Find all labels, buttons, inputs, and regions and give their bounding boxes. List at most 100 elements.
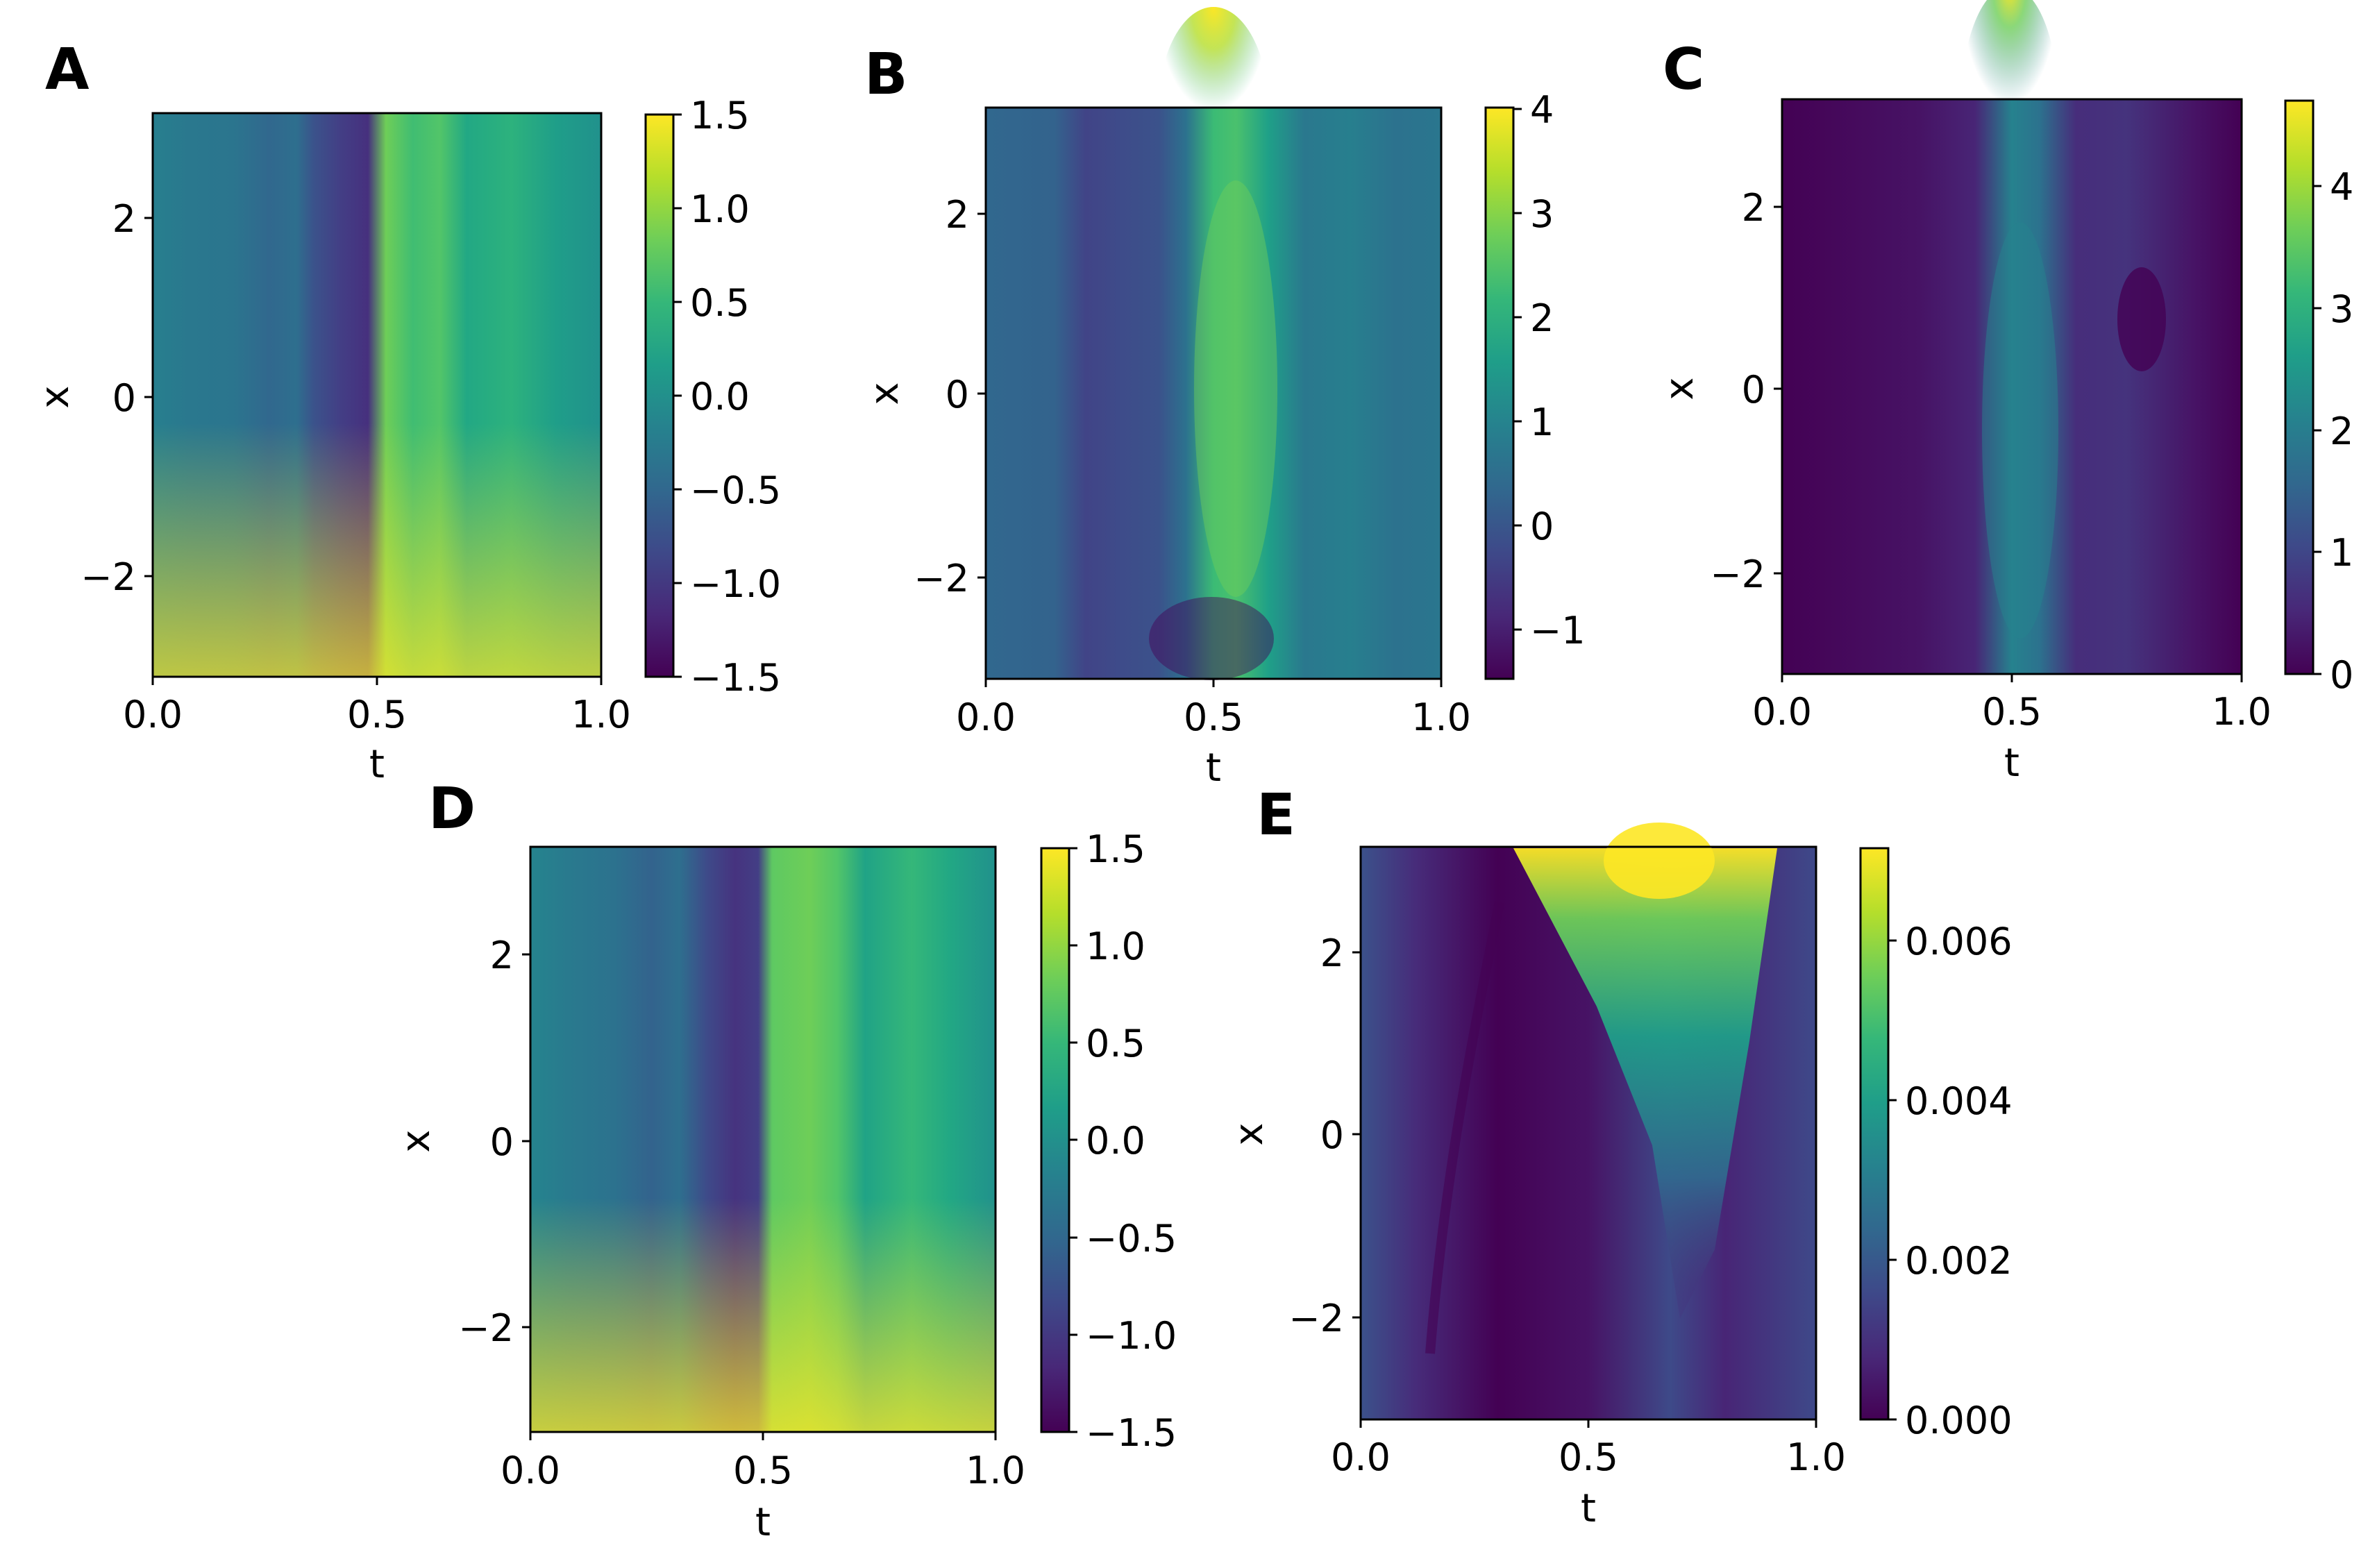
colorbar-frame-b (1484, 106, 1515, 680)
panel-d: D 2 0 −2 0.0 0.5 1.0 t x 1.5 1.0 0.5 (394, 776, 1177, 1545)
cbar-label-c-3: 3 (2330, 287, 2353, 331)
y-tick-label-a-m2: −2 (81, 555, 136, 599)
y-tick-label-d-2: 2 (490, 934, 514, 977)
y-tick-label-c-2: 2 (1742, 186, 1765, 230)
cbar-label-e-1: 0.002 (1905, 1239, 2013, 1283)
cbar-label-d-4: 0.5 (1086, 1022, 1145, 1065)
x-tick-label-d-0: 0.0 (501, 1449, 560, 1492)
cbar-label-a-2: −0.5 (690, 469, 781, 512)
x-tick-label-d-1: 1.0 (966, 1449, 1025, 1492)
colorbar-ticks-d: 1.5 1.0 0.5 0.0 −0.5 −1.0 −1.5 (1069, 827, 1177, 1455)
heatmap-e-peak (1604, 823, 1715, 899)
cbar-label-a-0: −1.5 (690, 656, 781, 700)
y-tick-label-d-m2: −2 (458, 1306, 514, 1350)
colorbar-ticks-b: 4 3 2 1 0 −1 (1513, 88, 1586, 652)
x-tick-label-b-0: 0.0 (956, 696, 1016, 739)
heatmap-a-overlay (153, 113, 601, 677)
x-tick-label-e-05: 0.5 (1559, 1435, 1618, 1479)
cbar-label-e-0: 0.000 (1905, 1399, 2013, 1442)
cbar-label-d-1: −1.0 (1086, 1314, 1177, 1358)
colorbar-frame-e (1859, 847, 1890, 1421)
colorbar-e (1861, 848, 1888, 1419)
cbar-label-d-5: 1.0 (1086, 925, 1145, 968)
y-axis-label-c: x (1657, 377, 1702, 400)
heatmap-e-contour (1425, 901, 1504, 1354)
x-tick-label-b-05: 0.5 (1184, 696, 1243, 739)
cbar-label-c-0: 0 (2330, 653, 2353, 697)
cbar-label-b-2: 1 (1530, 401, 1554, 444)
cbar-label-a-4: 0.5 (690, 281, 750, 325)
y-tick-label-c-0: 0 (1742, 368, 1765, 412)
x-tick-label-e-1: 1.0 (1786, 1435, 1846, 1479)
y-tick-label-e-m2: −2 (1288, 1297, 1344, 1340)
x-tick-label-b-1: 1.0 (1411, 696, 1471, 739)
x-tick-label-c-1: 1.0 (2212, 690, 2271, 734)
y-tick-label-b-0: 0 (946, 373, 969, 416)
cbar-label-b-0: −1 (1530, 609, 1586, 652)
y-tick-label-b-m2: −2 (914, 557, 969, 600)
heatmap-c-ridge (1982, 222, 2058, 639)
y-tick-label-a-2: 2 (112, 197, 136, 241)
panel-e: E 2 0 −2 0.0 0.5 1.0 t x 0.006 0.004 0.0… (1227, 782, 2013, 1531)
colorbar-b (1486, 108, 1513, 679)
panel-a: A 2 0 −2 0.0 0.5 1.0 t x 1.5 1.0 (33, 37, 781, 787)
cbar-label-c-1: 1 (2330, 531, 2353, 575)
panel-letter-d: D (428, 776, 476, 842)
colorbar-ticks-a: 1.5 1.0 0.5 0.0 −0.5 −1.0 −1.5 (673, 94, 781, 700)
colorbar-d (1041, 848, 1069, 1432)
x-tick-label-a-05: 0.5 (347, 693, 407, 736)
cbar-label-b-5: 4 (1530, 88, 1554, 132)
heatmap-b-trough (1149, 597, 1274, 680)
colorbar-frame-c (2284, 99, 2315, 675)
y-axis-label-e: x (1227, 1122, 1272, 1145)
heatmap-d-overlay (530, 847, 996, 1432)
cbar-label-d-3: 0.0 (1086, 1119, 1145, 1163)
x-axis-label-a: t (369, 742, 385, 787)
panel-letter-c: C (1663, 37, 1704, 103)
cbar-label-e-2: 0.004 (1905, 1079, 2013, 1123)
cbar-label-b-4: 3 (1530, 192, 1554, 236)
panel-b: B 2 0 −2 0.0 0.5 1.0 t x 4 3 2 1 (862, 7, 1586, 791)
y-axis-label-d: x (394, 1129, 439, 1152)
panel-letter-a: A (45, 37, 90, 103)
x-tick-label-c-0: 0.0 (1752, 690, 1812, 734)
cbar-label-d-0: −1.5 (1086, 1411, 1177, 1455)
cbar-label-d-2: −0.5 (1086, 1217, 1177, 1261)
heatmap-c-peak (1961, 0, 2058, 222)
x-tick-label-d-05: 0.5 (733, 1449, 793, 1492)
cbar-label-b-1: 0 (1530, 505, 1554, 548)
colorbar-c (2285, 101, 2313, 674)
colorbar-ticks-c: 4 3 2 1 0 (2313, 165, 2353, 697)
x-tick-label-a-0: 0.0 (123, 693, 183, 736)
cbar-label-a-5: 1.0 (690, 187, 750, 231)
cbar-label-a-3: 0.0 (690, 375, 750, 419)
heatmap-c-hole (2117, 267, 2166, 371)
y-tick-label-e-2: 2 (1320, 931, 1344, 975)
x-tick-label-e-0: 0.0 (1331, 1435, 1391, 1479)
y-tick-label-e-0: 0 (1320, 1113, 1344, 1157)
y-tick-label-a-0: 0 (112, 376, 136, 420)
cbar-label-b-3: 2 (1530, 296, 1554, 340)
x-tick-label-a-1: 1.0 (571, 693, 631, 736)
y-tick-label-c-m2: −2 (1710, 553, 1765, 596)
heatmap-e-wedge (1513, 848, 1777, 1319)
y-tick-label-d-0: 0 (490, 1120, 514, 1164)
y-axis-label-a: x (33, 385, 78, 408)
cbar-label-c-4: 4 (2330, 165, 2353, 209)
x-axis-label-c: t (2004, 741, 2019, 786)
x-axis-label-b: t (1206, 745, 1221, 791)
panel-letter-b: B (864, 42, 908, 108)
colorbar-a (646, 115, 673, 677)
cbar-label-a-1: −1.0 (690, 562, 781, 606)
x-axis-label-e: t (1581, 1486, 1596, 1531)
y-axis-label-b: x (862, 382, 907, 405)
cbar-label-c-2: 2 (2330, 410, 2353, 453)
cbar-label-d-6: 1.5 (1086, 827, 1145, 871)
cbar-label-e-3: 0.006 (1905, 920, 2013, 963)
colorbar-ticks-e: 0.006 0.004 0.002 0.000 (1888, 920, 2013, 1442)
heatmap-b-peak (1158, 7, 1269, 215)
panel-c: C 2 0 −2 0.0 0.5 1.0 t x 4 3 2 1 (1657, 0, 2353, 786)
x-axis-label-d: t (755, 1500, 771, 1545)
panel-letter-e: E (1257, 782, 1295, 848)
